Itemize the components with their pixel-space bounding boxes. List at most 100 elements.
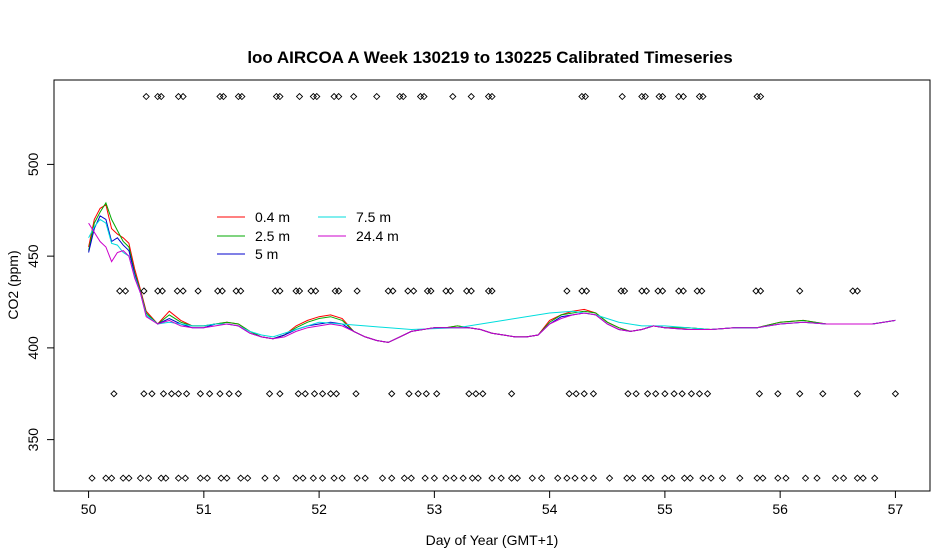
marker-point: [641, 92, 649, 101]
y-tick-label: 400: [25, 336, 41, 360]
marker-point: [378, 474, 387, 482]
marker-point: [605, 474, 614, 482]
marker-point: [318, 390, 327, 398]
marker-point: [430, 474, 439, 482]
marker-point: [158, 287, 166, 295]
marker-point: [330, 474, 338, 482]
marker-point: [310, 390, 319, 398]
marker-point: [265, 390, 274, 398]
marker-point: [580, 474, 588, 482]
marker-point: [718, 474, 727, 482]
marker-point: [225, 390, 233, 398]
marker-point: [338, 474, 346, 482]
marker-point: [173, 287, 181, 295]
legend-label: 0.4 m: [255, 209, 290, 225]
marker-point: [467, 287, 475, 295]
marker-point: [468, 474, 477, 482]
marker-point: [698, 287, 706, 295]
marker-point: [216, 390, 224, 398]
marker-point: [643, 390, 652, 398]
marker-point: [107, 474, 116, 482]
marker-point: [623, 474, 631, 482]
marker-point: [182, 390, 191, 398]
marker-point: [450, 474, 458, 482]
marker-point: [400, 474, 409, 482]
marker-point: [801, 474, 810, 482]
marker-point: [679, 287, 687, 295]
marker-point: [680, 474, 689, 482]
marker-point: [618, 92, 626, 101]
marker-point: [467, 92, 475, 101]
marker-point: [237, 474, 245, 482]
y-tick-label: 500: [25, 153, 41, 177]
marker-point: [148, 390, 156, 398]
marker-point: [661, 390, 669, 398]
marker-point: [433, 390, 441, 398]
marker-point: [647, 474, 655, 482]
marker-point: [399, 92, 407, 101]
marker-point: [580, 390, 588, 398]
marker-point: [261, 474, 269, 482]
marker-point: [140, 390, 148, 398]
marker-point: [196, 390, 205, 398]
marker-point: [353, 287, 361, 295]
marker-point: [488, 474, 496, 482]
marker-point: [116, 287, 124, 295]
marker-point: [294, 390, 302, 398]
x-tick-label: 57: [888, 501, 904, 517]
marker-point: [642, 287, 651, 295]
legend-label: 7.5 m: [356, 209, 391, 225]
marker-point: [507, 474, 516, 482]
marker-point: [234, 390, 243, 398]
marker-point: [174, 474, 183, 482]
marker-point: [582, 287, 591, 295]
marker-point: [205, 390, 214, 398]
marker-point: [223, 474, 231, 482]
x-axis-label: Day of Year (GMT+1): [426, 532, 559, 548]
marker-point: [389, 287, 397, 295]
marker-point: [140, 287, 148, 295]
marker-point: [687, 390, 696, 398]
marker-point: [144, 474, 153, 482]
marker-point: [658, 92, 667, 101]
marker-point: [136, 474, 145, 482]
y-tick-label: 450: [25, 244, 41, 268]
marker-point: [446, 287, 455, 295]
marker-point: [309, 474, 317, 482]
marker-point: [620, 287, 629, 295]
marker-point: [421, 474, 429, 482]
series-line-2-5-m: [88, 201, 896, 343]
marker-point: [831, 474, 840, 482]
marker-point: [449, 92, 457, 101]
marker-point: [853, 390, 862, 398]
marker-point: [891, 390, 900, 398]
x-tick-label: 51: [196, 501, 212, 517]
marker-point: [335, 287, 343, 295]
marker-point: [219, 92, 228, 101]
marker-point: [162, 474, 170, 482]
marker-point: [167, 390, 176, 398]
x-axis: 50 51 52 53 54 55 56 57: [81, 490, 904, 517]
marker-point: [679, 92, 687, 101]
marker-point: [194, 287, 202, 295]
marker-point: [853, 287, 862, 295]
marker-point: [632, 390, 640, 398]
marker-point: [142, 92, 150, 101]
marker-point: [407, 474, 415, 482]
marker-point: [699, 92, 707, 101]
marker-point: [658, 287, 667, 295]
marker-point: [472, 390, 480, 398]
marker-point: [753, 474, 761, 482]
marker-point: [652, 390, 660, 398]
marker-point: [507, 390, 516, 398]
marker-point: [537, 474, 546, 482]
marker-point: [813, 474, 821, 482]
legend-label: 2.5 m: [255, 228, 290, 244]
marker-point: [404, 287, 412, 295]
marker-point: [641, 474, 649, 482]
marker-point: [361, 474, 369, 482]
marker-point: [332, 390, 341, 398]
marker-point: [572, 390, 580, 398]
x-tick-label: 56: [772, 501, 788, 517]
marker-point: [563, 287, 571, 295]
